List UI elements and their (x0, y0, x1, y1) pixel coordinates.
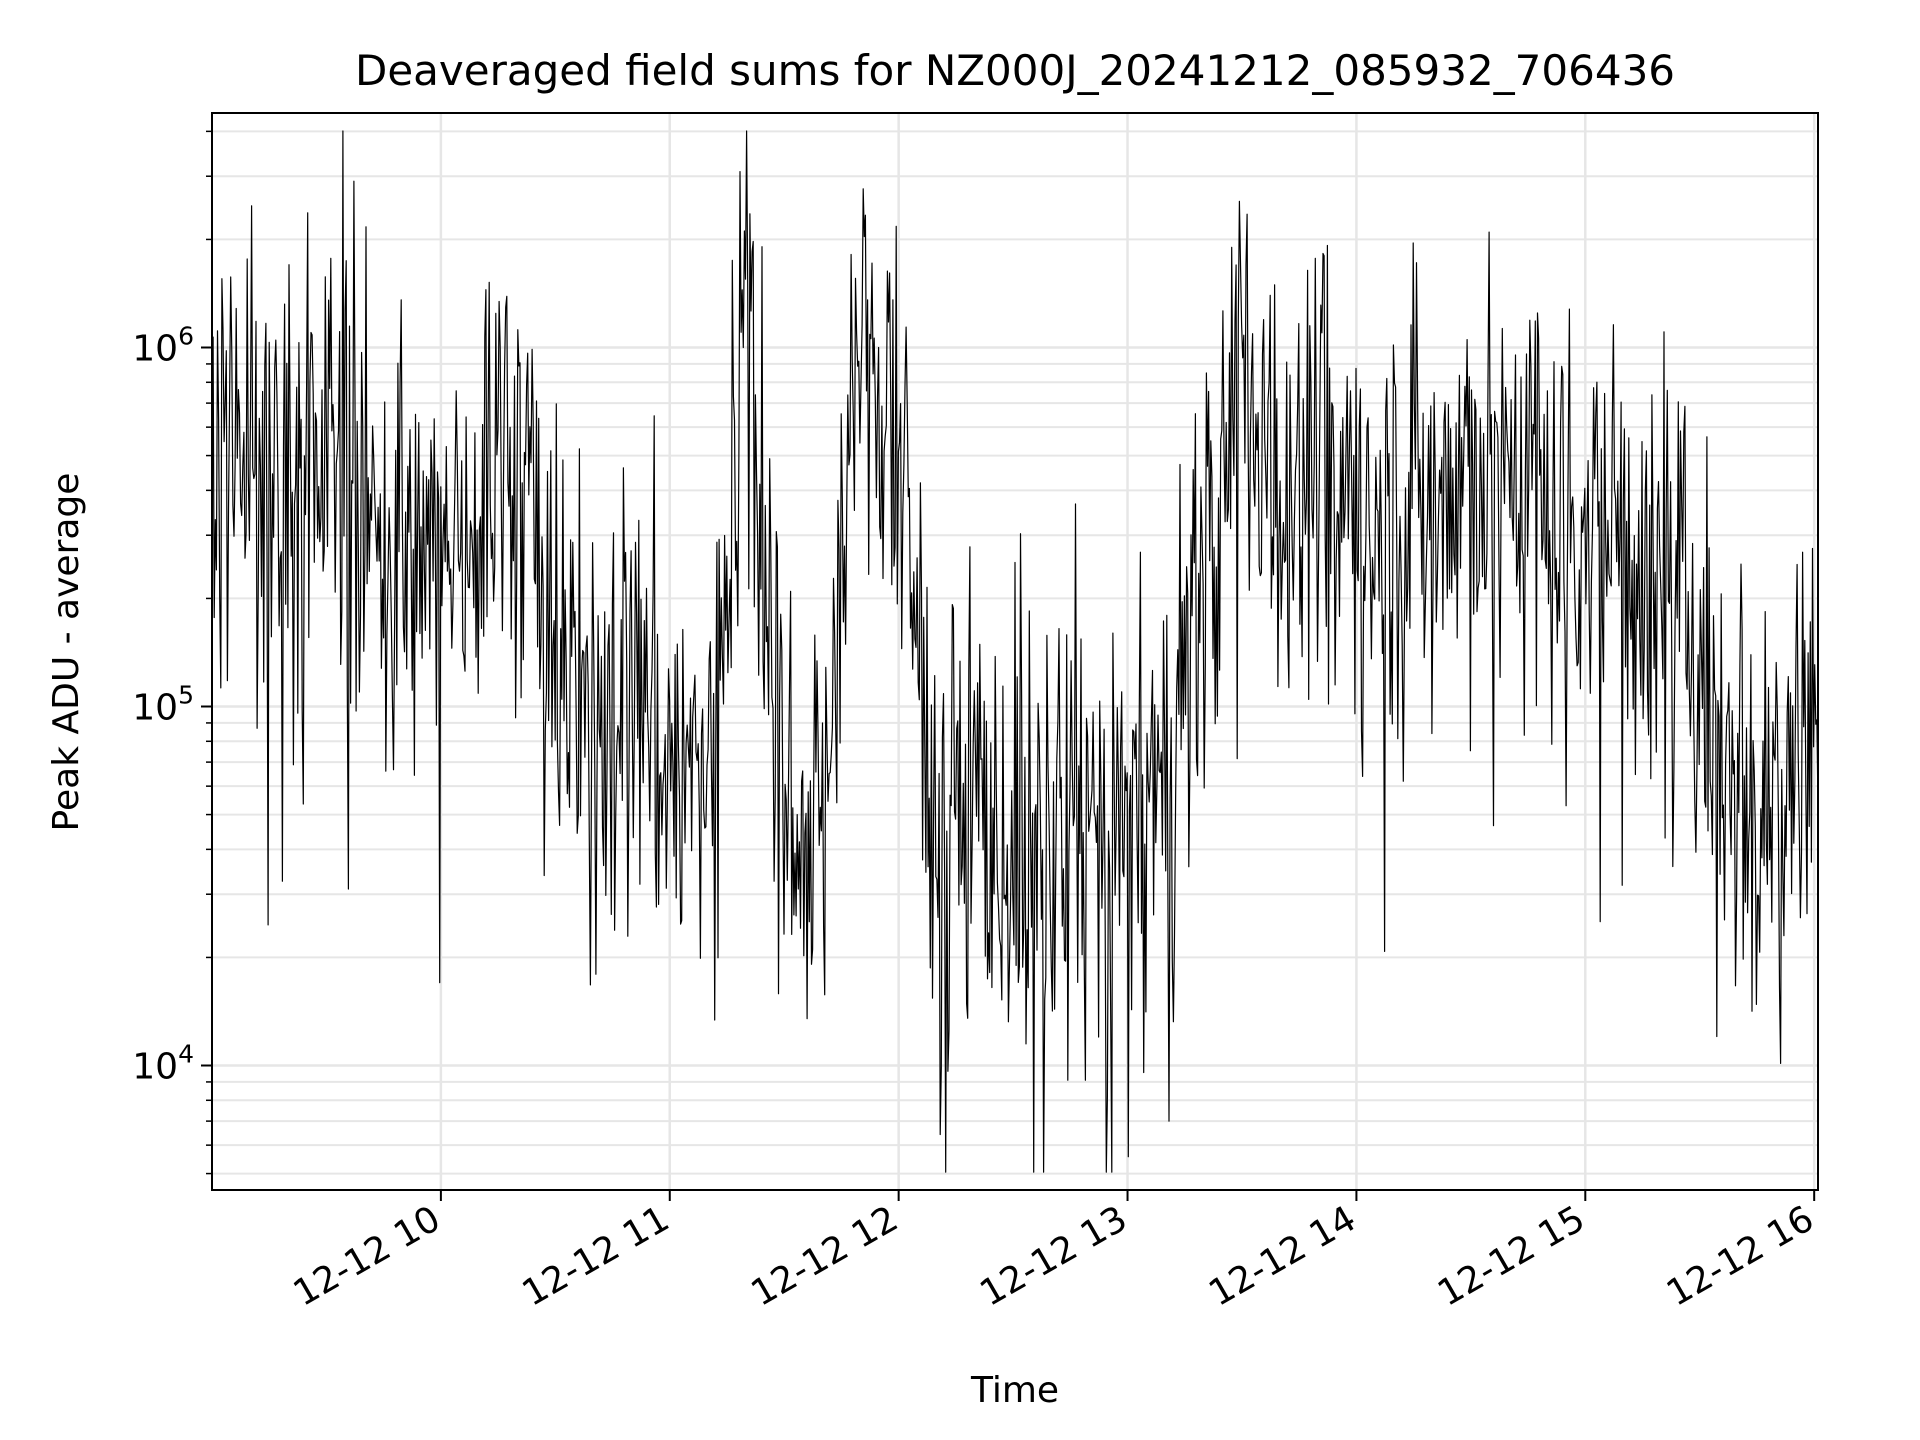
y-tick-label: 106 (132, 322, 194, 370)
y-axis-ticks: 104 105 106 (132, 130, 212, 1175)
y-tick-label: 104 (132, 1040, 194, 1088)
y-axis-label: Peak ADU - average (46, 473, 87, 832)
series-line (211, 130, 1819, 1173)
x-axis-label: Time (970, 1370, 1059, 1411)
y-tick-label: 105 (132, 681, 194, 729)
series-layer (211, 130, 1819, 1173)
plot-frame (211, 112, 1819, 1191)
chart-title: Deaveraged field sums for NZ000J_2024121… (355, 46, 1675, 95)
